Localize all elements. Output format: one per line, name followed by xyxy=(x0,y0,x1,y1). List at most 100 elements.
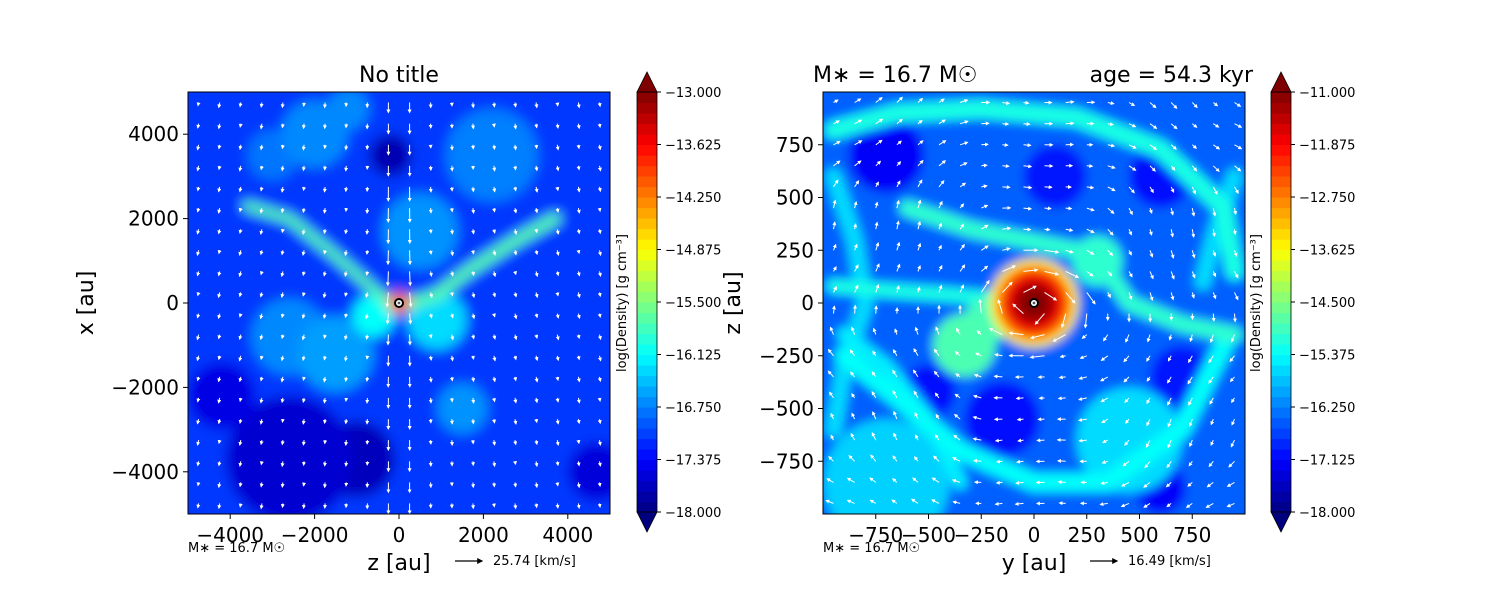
colorbar-band xyxy=(637,144,657,156)
colorbar-band xyxy=(637,449,657,461)
velocity-arrow xyxy=(935,413,940,420)
velocity-arrow xyxy=(555,355,560,362)
velocity-arrow xyxy=(1167,376,1172,384)
velocity-arrow xyxy=(959,243,965,251)
velocity-arrow xyxy=(597,144,602,151)
velocity-arrow xyxy=(951,478,961,483)
velocity-arrow xyxy=(1234,186,1239,194)
velocity-arrow xyxy=(385,271,390,287)
colorbar-band xyxy=(1271,197,1291,209)
velocity-arrow xyxy=(471,334,476,340)
panel-left-heatmap xyxy=(188,92,610,514)
velocity-arrow xyxy=(917,220,922,230)
velocity-arrow xyxy=(1185,502,1193,508)
velocity-arrow xyxy=(1101,418,1109,424)
colorbar-band xyxy=(637,396,657,408)
velocity-arrow xyxy=(238,144,243,151)
velocity-arrow xyxy=(1146,397,1151,405)
colorbar-band xyxy=(637,260,657,272)
velocity-arrow xyxy=(954,393,961,399)
x-axis-label: z [au] xyxy=(367,551,430,576)
velocity-arrow xyxy=(1213,123,1220,128)
density-filament xyxy=(242,201,392,306)
velocity-arrow xyxy=(1101,460,1108,464)
velocity-arrow xyxy=(259,123,264,130)
axis-ticks: −4000 −2000 0 2000 4000 −4000 −2000 0 2000 4000 xyxy=(111,122,593,547)
velocity-arrow xyxy=(832,199,837,209)
velocity-arrow xyxy=(1208,376,1214,384)
velocity-arrow xyxy=(513,397,518,404)
velocity-arrow xyxy=(1188,355,1193,364)
colorbar-band xyxy=(1271,134,1291,146)
velocity-arrow xyxy=(994,352,1003,357)
velocity-arrow xyxy=(980,265,989,272)
velocity-arrow xyxy=(955,373,961,378)
velocity-arrow xyxy=(280,440,285,446)
velocity-arrow xyxy=(931,499,940,504)
velocity-arrow xyxy=(833,140,841,146)
velocity-arrow xyxy=(597,376,602,383)
velocity-arrow xyxy=(280,418,285,423)
density-void xyxy=(567,442,610,502)
velocity-arrow xyxy=(1012,303,1024,314)
velocity-arrow xyxy=(555,461,560,467)
velocity-arrow xyxy=(597,503,602,508)
velocity-arrow xyxy=(1107,101,1115,106)
velocity-arrow xyxy=(826,478,834,483)
velocity-arrow xyxy=(217,482,222,489)
velocity-arrow xyxy=(933,455,940,462)
velocity-arrow xyxy=(1125,418,1130,424)
velocity-arrow xyxy=(555,250,560,256)
velocity-arrow xyxy=(1107,143,1116,148)
velocity-arrow xyxy=(196,207,201,213)
density-filament xyxy=(1194,167,1243,291)
velocity-arrow xyxy=(280,482,285,488)
velocity-arrow xyxy=(975,352,982,357)
velocity-arrow xyxy=(492,186,497,193)
colorbar-band xyxy=(637,501,657,513)
velocity-arrow xyxy=(875,242,880,251)
velocity-arrow xyxy=(217,461,222,467)
velocity-arrow xyxy=(534,292,539,299)
velocity-arrow xyxy=(938,200,943,209)
velocity-arrow xyxy=(851,392,856,399)
velocity-arrow xyxy=(938,160,947,167)
colorbar-extend-max xyxy=(636,71,658,93)
velocity-arrow xyxy=(196,250,201,257)
colorbar-band xyxy=(1271,396,1291,408)
velocity-arrow xyxy=(1170,165,1176,171)
velocity-arrow xyxy=(872,350,877,357)
velocity-arrow xyxy=(1100,397,1109,403)
velocity-arrow xyxy=(1099,502,1108,507)
velocity-arrow xyxy=(896,263,901,272)
colorbar-extend-min xyxy=(636,511,658,533)
velocity-arrow xyxy=(534,271,539,278)
colorbar-band xyxy=(1271,491,1291,503)
velocity-arrow xyxy=(959,223,965,230)
velocity-arrow xyxy=(959,182,967,188)
velocity-arrow xyxy=(995,459,1003,464)
velocity-arrow xyxy=(196,186,201,192)
velocity-arrow xyxy=(1081,334,1088,339)
velocity-arrow xyxy=(365,334,370,340)
velocity-arrow xyxy=(827,348,834,357)
velocity-arrow xyxy=(1128,144,1137,149)
velocity-arrow xyxy=(217,102,222,109)
velocity-arrow xyxy=(854,180,860,188)
velocity-arrow xyxy=(576,313,581,320)
velocity-arrow xyxy=(259,334,264,341)
x-axis-label: y [au] xyxy=(1002,551,1067,576)
velocity-arrow xyxy=(1107,228,1114,236)
velocity-arrow xyxy=(1212,250,1217,257)
colorbar-extend-max xyxy=(1270,71,1292,93)
colorbar-band xyxy=(637,123,657,135)
panel-right-title-mass: M∗ = 16.7 M☉ xyxy=(813,63,978,88)
velocity-arrow xyxy=(1191,144,1198,149)
velocity-arrow xyxy=(217,186,222,193)
x-tick-label: 250 xyxy=(1068,523,1106,547)
velocity-arrow xyxy=(1107,271,1113,277)
velocity-arrow xyxy=(513,250,518,256)
velocity-arrow xyxy=(875,263,880,272)
velocity-arrow xyxy=(576,482,581,489)
velocity-arrow xyxy=(938,119,946,125)
